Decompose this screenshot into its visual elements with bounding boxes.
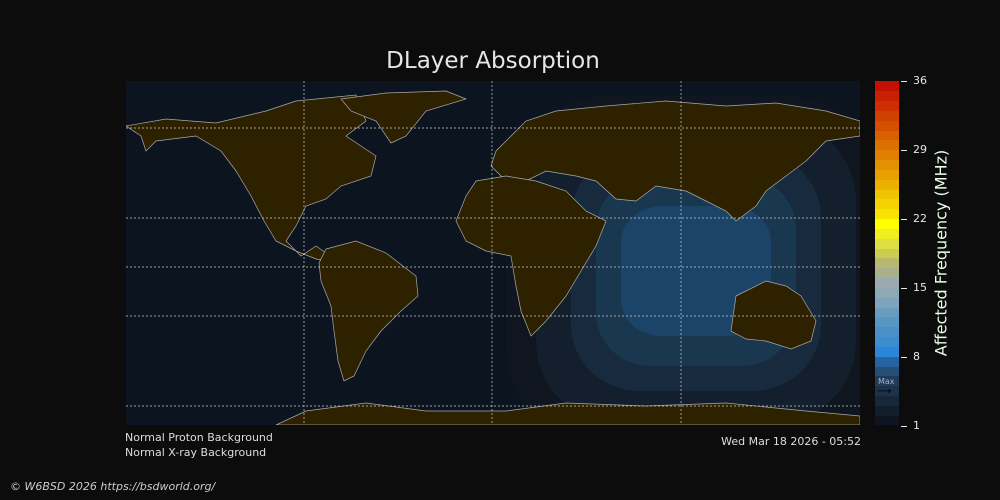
colorbar-segment xyxy=(875,139,899,151)
australia xyxy=(730,280,817,350)
colorbar-segment xyxy=(875,346,899,357)
colorbar-segment xyxy=(875,356,899,367)
colorbar-segment xyxy=(875,307,899,318)
colorbar-segment xyxy=(875,110,899,121)
colorbar-segment xyxy=(875,248,899,259)
colorbar-segment xyxy=(875,218,899,229)
colorbar-segment xyxy=(875,277,899,288)
colorbar-segment xyxy=(875,287,899,298)
south-america xyxy=(318,240,419,382)
proton-status: Normal Proton Background xyxy=(125,431,273,444)
colorbar-segment xyxy=(875,120,899,131)
xray-status: Normal X-ray Background xyxy=(125,446,267,459)
colorbar-segment xyxy=(875,238,899,249)
colorbar-segment xyxy=(875,179,899,190)
colorbar-segment xyxy=(875,375,899,387)
colorbar-segment xyxy=(875,405,899,416)
colorbar-tick: 8 xyxy=(901,350,920,363)
chart-title: DLayer Absorption xyxy=(386,48,600,74)
colorbar-tick: 29 xyxy=(901,143,927,156)
colorbar-segment xyxy=(875,198,899,210)
colorbar-segment xyxy=(875,395,899,406)
north-america xyxy=(126,94,377,262)
colorbar-segment xyxy=(875,189,899,200)
colorbar-segment xyxy=(875,415,899,426)
colorbar-segment xyxy=(875,81,899,92)
colorbar-segment xyxy=(875,90,899,102)
antarctica xyxy=(275,402,860,425)
colorbar-segment xyxy=(875,208,899,220)
colorbar-segment xyxy=(875,257,899,269)
absorption-contour xyxy=(621,206,771,336)
copyright-footer: © W6BSD 2026 https://bsdworld.org/ xyxy=(10,480,216,493)
graticule xyxy=(126,81,860,425)
eurasia xyxy=(490,100,860,222)
colorbar-segment xyxy=(875,169,899,180)
colorbar-segment xyxy=(875,385,899,396)
timestamp: Wed Mar 18 2026 - 05:52 xyxy=(721,435,861,448)
colorbar-segment xyxy=(875,159,899,170)
colorbar-tick: 22 xyxy=(901,212,927,225)
colorbar-segment xyxy=(875,228,899,239)
colorbar-segment xyxy=(875,149,899,161)
world-map xyxy=(126,81,860,425)
colorbar xyxy=(875,81,899,426)
colorbar-segment xyxy=(875,316,899,328)
colorbar-segment xyxy=(875,100,899,111)
colorbar-segment xyxy=(875,326,899,338)
max-arrow-icon: ⟶ xyxy=(877,386,892,397)
colorbar-segment xyxy=(875,336,899,347)
colorbar-tick: 1 xyxy=(901,419,920,432)
africa xyxy=(455,175,607,337)
colorbar-segment xyxy=(875,267,899,279)
max-marker-label: Max xyxy=(878,377,895,386)
colorbar-segment xyxy=(875,297,899,308)
colorbar-label: Affected Frequency (MHz) xyxy=(931,149,951,357)
greenland xyxy=(340,90,468,144)
continents xyxy=(126,90,860,425)
colorbar-tick: 36 xyxy=(901,74,927,87)
colorbar-segment xyxy=(875,130,899,141)
colorbar-tick: 15 xyxy=(901,281,927,294)
colorbar-segment xyxy=(875,366,899,377)
